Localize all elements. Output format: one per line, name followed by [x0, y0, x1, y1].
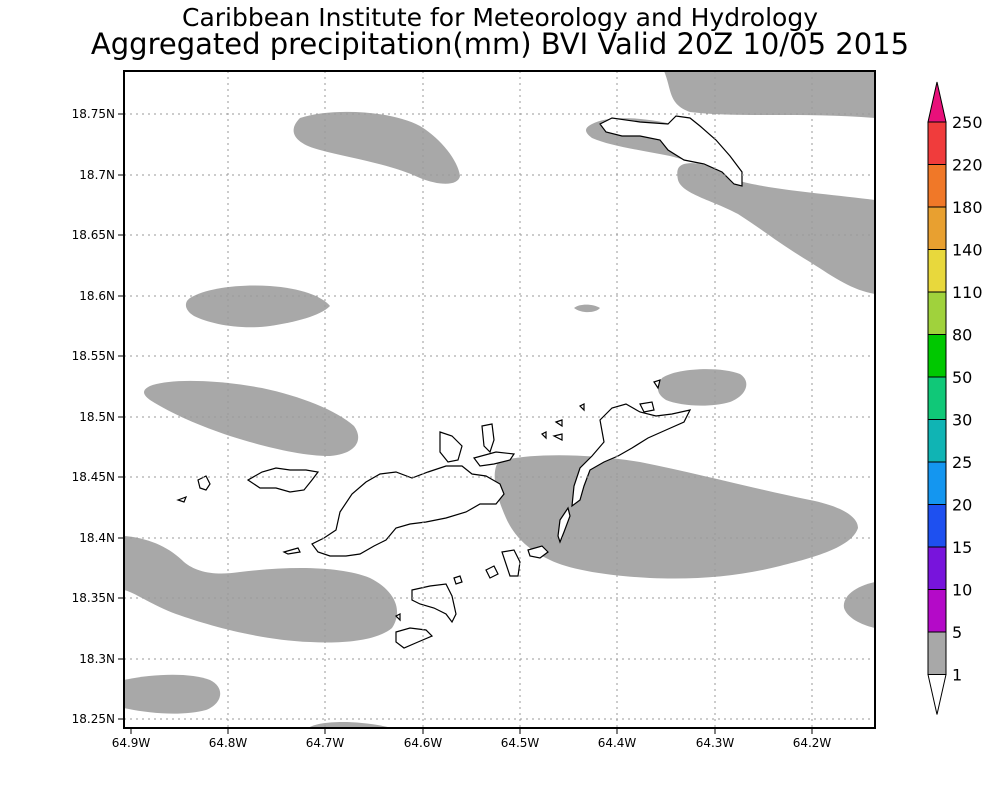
lat-label: 18.3N [79, 652, 115, 666]
colorbar-segment [927, 504, 947, 548]
colorbar-label: 110 [952, 283, 983, 302]
lon-label: 64.3W [696, 736, 735, 750]
rain-area-far-east [843, 582, 875, 628]
rain-area-south-edge [308, 722, 392, 728]
lat-label: 18.4N [79, 531, 115, 545]
island-dot-1 [578, 403, 585, 412]
colorbar-label: 10 [952, 581, 972, 600]
island-dead-chest [453, 575, 463, 585]
rain-area-north-top [468, 71, 875, 118]
institute-title: Caribbean Institute for Meteorology and … [182, 3, 818, 32]
rain-area-northeast [677, 163, 875, 294]
lon-label: 64.8W [209, 736, 248, 750]
colorbar-segment [927, 121, 947, 165]
island-guana [481, 423, 495, 454]
lat-label: 18.75N [72, 107, 115, 121]
island-flanagan [394, 613, 401, 622]
lat-label: 18.7N [79, 168, 115, 182]
colorbar-label: 140 [952, 241, 983, 260]
lon-label: 64.5W [501, 736, 540, 750]
colorbar-label: 220 [952, 156, 983, 175]
colorbar-bottom-arrow [927, 674, 947, 715]
colorbar-top-arrow [927, 81, 947, 123]
map-frame [123, 70, 876, 729]
colorbar-segment [927, 546, 947, 590]
island-dot-2 [554, 419, 563, 428]
rain-area-small [574, 304, 600, 313]
colorbar-segment [927, 249, 947, 293]
lon-label: 64.7W [306, 736, 345, 750]
lat-label: 18.25N [72, 712, 115, 726]
lon-label: 64.2W [793, 736, 832, 750]
island-dot-3 [552, 433, 563, 441]
colorbar-label: 5 [952, 623, 962, 642]
rain-area-north-west [293, 111, 460, 184]
colorbar-label: 20 [952, 496, 972, 515]
lat-label: 18.6N [79, 289, 115, 303]
colorbar-segment [927, 419, 947, 463]
island-fallen-jerusalem [557, 506, 571, 544]
island-norman-south [395, 627, 434, 649]
colorbar-label: 250 [952, 113, 983, 132]
lat-ticks [118, 113, 124, 720]
island-cooper [501, 549, 521, 577]
island-peter [411, 583, 457, 624]
island-tiny-west [176, 495, 188, 503]
lon-label: 64.9W [112, 736, 151, 750]
colorbar-segment [927, 164, 947, 208]
lat-label: 18.35N [72, 591, 115, 605]
rain-area-southwest [124, 536, 398, 643]
lon-ticks [130, 728, 813, 734]
colorbar-segment [927, 589, 947, 633]
colorbar-segment [927, 334, 947, 378]
precipitation-areas [124, 71, 875, 728]
colorbar-label: 50 [952, 368, 972, 387]
island-virgin-gorda [571, 403, 692, 508]
rain-area-west [144, 380, 359, 456]
colorbar-label: 1 [952, 666, 962, 685]
gridlines [124, 71, 875, 728]
island-anegada [599, 115, 743, 187]
colorbar-segment [927, 461, 947, 505]
island-dot-4 [540, 431, 547, 440]
lon-label: 64.4W [598, 736, 637, 750]
rain-area-east [657, 369, 747, 406]
colorbar-label: 80 [952, 326, 972, 345]
island-salt [485, 565, 499, 579]
lat-label: 18.55N [72, 349, 115, 363]
island-beef [472, 451, 516, 467]
island-norman [282, 547, 301, 555]
island-ginger [527, 545, 549, 559]
island-small-west [197, 475, 211, 491]
rain-area-center [494, 455, 858, 579]
colorbar-label: 15 [952, 538, 972, 557]
map-title: Aggregated precipitation(mm) BVI Valid 2… [90, 27, 910, 61]
lat-label: 18.5N [79, 410, 115, 424]
lat-labels: 18.75N 18.7N 18.65N 18.6N 18.55N 18.5N 1… [72, 107, 115, 726]
colorbar-label: 25 [952, 453, 972, 472]
lat-label: 18.45N [72, 470, 115, 484]
island-ne-tip [653, 379, 661, 390]
colorbar-segment [927, 631, 947, 675]
island-east-small [639, 401, 655, 413]
colorbar-label: 180 [952, 198, 983, 217]
islands [176, 115, 743, 649]
colorbar: 250 220 180 140 110 80 50 30 25 20 15 10 5 1 [927, 81, 983, 715]
colorbar-segment [927, 206, 947, 250]
rain-area-south-west-corner [124, 674, 221, 714]
island-tortola [311, 465, 505, 557]
colorbar-segment [927, 376, 947, 420]
lon-labels: 64.9W 64.8W 64.7W 64.6W 64.5W 64.4W 64.3… [112, 736, 832, 750]
island-jost-van-dyke [246, 467, 320, 493]
lon-label: 64.6W [404, 736, 443, 750]
colorbar-segment [927, 291, 947, 335]
lat-label: 18.65N [72, 228, 115, 242]
rain-area-mid-west [185, 285, 330, 328]
island-great-camanoe [439, 431, 463, 463]
colorbar-label: 30 [952, 411, 972, 430]
